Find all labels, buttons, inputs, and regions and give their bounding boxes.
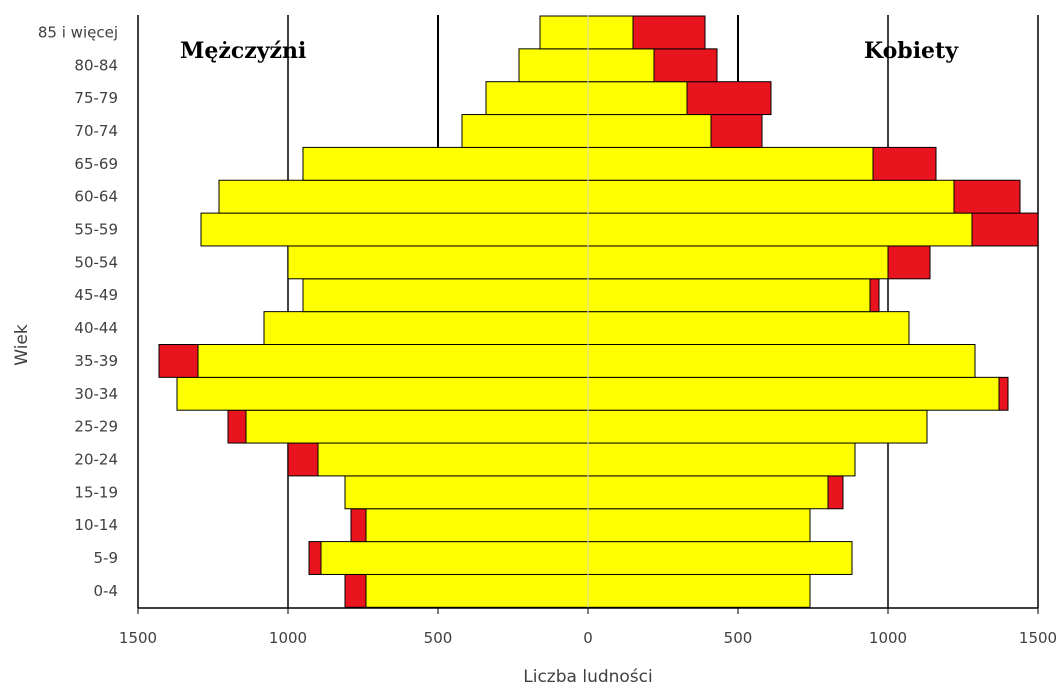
bar-men-base xyxy=(245,409,589,444)
bar-women-base xyxy=(587,114,712,148)
bar-men-excess xyxy=(158,344,199,378)
x-tick-label: 1500 xyxy=(119,629,157,647)
bar-men-base xyxy=(344,475,589,510)
bar-women-base xyxy=(587,146,874,181)
bar-men-base xyxy=(461,114,589,148)
y-tick-label: 0-4 xyxy=(94,582,119,600)
y-tick-label: 25-29 xyxy=(74,418,118,436)
x-tick-label: 1000 xyxy=(869,629,907,647)
bar-women-excess xyxy=(887,245,931,280)
bar-women-base xyxy=(587,508,811,543)
bar-men-base xyxy=(287,245,589,280)
bar-men-base xyxy=(176,376,589,411)
bar-women-excess xyxy=(953,179,1021,214)
y-tick-label: 60-64 xyxy=(74,188,118,206)
y-tick-label: 30-34 xyxy=(74,385,118,403)
y-tick-label: 20-24 xyxy=(74,450,118,468)
y-ticks: 0-4 5-9 10-14 15-19 20-24 25-29 30-34 35-39 40-4… xyxy=(38,23,118,599)
bar-men-base xyxy=(302,278,589,313)
bar-men-excess xyxy=(287,442,319,477)
bar-women-base xyxy=(587,81,688,116)
bar-men-excess xyxy=(350,508,367,543)
y-tick-label: 35-39 xyxy=(74,352,118,370)
bar-men-base xyxy=(197,344,589,378)
y-tick-label: 85 i więcej xyxy=(38,23,118,41)
y-tick-label: 75-79 xyxy=(74,89,118,107)
gender-label-women: Kobiety xyxy=(864,38,959,64)
bar-men-base xyxy=(302,146,589,181)
bar-men-base xyxy=(218,179,589,214)
bar-men-base xyxy=(320,541,589,575)
y-tick-label: 40-44 xyxy=(74,319,118,337)
bar-men-base xyxy=(317,442,589,477)
bar-women-excess xyxy=(686,81,772,116)
bar-women-excess xyxy=(869,278,880,313)
bar-women-base xyxy=(587,376,1000,411)
y-tick-label: 55-59 xyxy=(74,221,118,239)
bar-women-excess xyxy=(971,212,1039,247)
bar-men-base xyxy=(518,48,589,83)
y-tick-label: 70-74 xyxy=(74,122,118,140)
bar-women-excess xyxy=(827,475,844,510)
y-tick-label: 10-14 xyxy=(74,516,118,534)
bar-women-base xyxy=(587,15,634,50)
bar-women-base xyxy=(587,573,811,608)
bar-women-excess xyxy=(632,15,706,50)
y-tick-label: 50-54 xyxy=(74,253,118,271)
bar-women-excess xyxy=(998,376,1009,411)
x-tick-label: 1000 xyxy=(269,629,307,647)
bar-men-base xyxy=(200,212,589,247)
bar-women-excess xyxy=(653,48,718,83)
bar-women-base xyxy=(587,278,871,313)
y-tick-label: 80-84 xyxy=(74,56,118,74)
x-tick-label: 0 xyxy=(583,629,593,647)
y-axis-title: Wiek xyxy=(12,324,32,366)
bar-men-excess xyxy=(227,409,247,444)
bar-women-base xyxy=(587,245,889,280)
bar-women-base xyxy=(587,179,955,214)
bar-women-base xyxy=(587,212,973,247)
y-tick-label: 65-69 xyxy=(74,155,118,173)
y-tick-label: 45-49 xyxy=(74,286,118,304)
bar-men-base xyxy=(485,81,589,116)
y-tick-label: 15-19 xyxy=(74,483,118,501)
bar-women-base xyxy=(587,311,910,345)
x-tick-label: 500 xyxy=(724,629,753,647)
x-tick-label: 1500 xyxy=(1019,629,1057,647)
bar-women-excess xyxy=(872,146,937,181)
bar-men-excess xyxy=(308,541,322,575)
bar-women-base xyxy=(587,344,976,378)
bars xyxy=(158,15,1039,608)
bar-men-base xyxy=(365,573,589,608)
bar-men-base xyxy=(365,508,589,543)
x-axis-title: Liczba ludności xyxy=(523,667,652,687)
bar-women-base xyxy=(587,475,829,510)
bar-women-base xyxy=(587,442,856,477)
gender-label-men: Mężczyźni xyxy=(180,38,306,64)
bar-men-base xyxy=(263,311,589,345)
bar-women-base xyxy=(587,409,928,444)
bar-men-base xyxy=(539,15,589,50)
bar-women-base xyxy=(587,48,655,83)
x-ticks: 1500 1000 500 0 500 1000 1500 xyxy=(119,608,1057,647)
y-tick-label: 5-9 xyxy=(94,549,119,567)
bar-men-excess xyxy=(344,573,367,608)
x-tick-label: 500 xyxy=(424,629,453,647)
bar-women-excess xyxy=(710,114,763,148)
bar-women-base xyxy=(587,541,853,575)
